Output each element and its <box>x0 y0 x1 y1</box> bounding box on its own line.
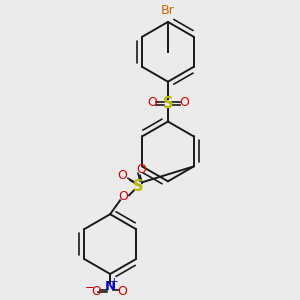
Text: O: O <box>117 169 127 182</box>
Text: O: O <box>147 96 157 109</box>
Text: S: S <box>163 96 173 111</box>
Text: O: O <box>118 190 128 203</box>
Text: Br: Br <box>161 4 175 17</box>
Text: N: N <box>105 280 116 293</box>
Text: +: + <box>110 277 118 287</box>
Text: O: O <box>91 285 101 298</box>
Text: O: O <box>179 96 189 109</box>
Text: O: O <box>117 285 127 298</box>
Text: O: O <box>136 163 146 176</box>
Text: −: − <box>84 281 94 294</box>
Text: S: S <box>133 179 143 194</box>
